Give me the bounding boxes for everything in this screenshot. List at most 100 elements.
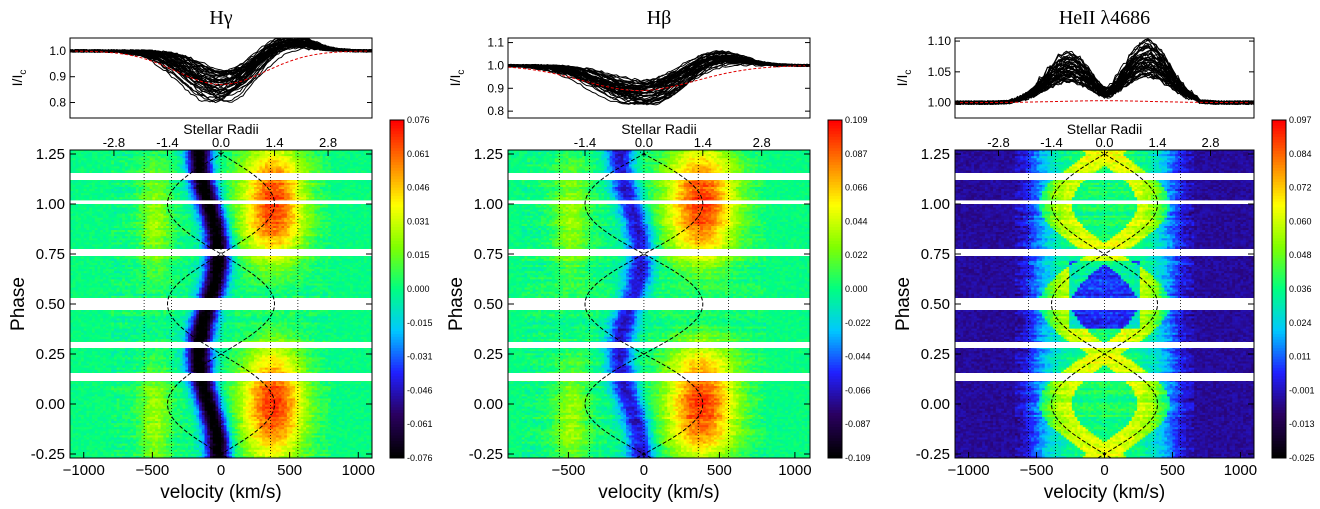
ytick-label: 1.00 xyxy=(36,196,65,213)
xtick-label: 0 xyxy=(217,462,225,479)
colorbar-tick-label: 0.109 xyxy=(845,115,868,125)
ytick-label: 0.75 xyxy=(36,246,65,263)
profile-lines xyxy=(508,51,810,105)
colorbar-tick-label: -0.025 xyxy=(1289,453,1315,463)
colorbar-tick-label: -0.046 xyxy=(407,385,433,395)
top-tick-label: -1.4 xyxy=(156,135,178,150)
panel-title: HeII λ4686 xyxy=(1059,7,1150,29)
colorbar-tick-label: -0.076 xyxy=(407,453,433,463)
top-tick-label: -2.8 xyxy=(103,135,125,150)
ytick-label: -0.25 xyxy=(916,446,950,463)
ytick-label: 0.25 xyxy=(921,346,950,363)
colorbar-tick-label: 0.011 xyxy=(1289,352,1311,362)
xtick-label: 500 xyxy=(277,462,302,479)
data-gap xyxy=(955,373,1254,381)
colorbar-tick-label: -0.066 xyxy=(845,385,871,395)
top-axis-label: Stellar Radii xyxy=(183,121,258,137)
colorbar-tick-label: -0.109 xyxy=(845,453,871,463)
panel-1: Hγ1.00.90.8I/Ic−1000 −500 0 500 1000velocity… xyxy=(8,7,433,503)
x-axis-label: velocity (km/s) xyxy=(160,482,281,503)
data-gap xyxy=(508,342,810,348)
colorbar-tick-label: 0.031 xyxy=(407,216,430,226)
colorbar-tick-label: 0.044 xyxy=(845,216,868,226)
ytick-label: 1.25 xyxy=(921,146,950,163)
xtick-label: −1000 xyxy=(63,462,105,479)
ytick-label: 1.00 xyxy=(474,196,503,213)
profile-ytick-label: 0.8 xyxy=(49,96,66,110)
ytick-label: 0.50 xyxy=(921,296,950,313)
profile-ylabel: I/Ic xyxy=(9,70,29,87)
xtick-label: 1000 xyxy=(342,462,375,479)
top-tick-label: 1.4 xyxy=(694,135,712,150)
colorbar-tick-label: -0.015 xyxy=(407,318,433,328)
colorbar-tick-label: -0.013 xyxy=(1289,419,1315,429)
data-gap xyxy=(70,200,372,204)
data-gap xyxy=(955,200,1254,204)
profile-ytick-label: 0.9 xyxy=(487,81,504,95)
colorbar-tick-label: 0.060 xyxy=(1289,216,1312,226)
xtick-label: −500 xyxy=(135,462,169,479)
profile-ytick-label: 1.1 xyxy=(487,36,504,50)
profile-lines xyxy=(70,34,372,103)
data-gap xyxy=(508,249,810,256)
top-tick-label: -1.4 xyxy=(574,135,596,150)
ytick-label: 0.50 xyxy=(36,296,65,313)
top-tick-label: -1.4 xyxy=(1040,135,1062,150)
colorbar-tick-label: -0.022 xyxy=(845,318,871,328)
colorbar-tick-label: 0.000 xyxy=(845,284,868,294)
ytick-label: 0.75 xyxy=(921,246,950,263)
ytick-label: 1.25 xyxy=(474,146,503,163)
xtick-label: 1000 xyxy=(1224,462,1257,479)
colorbar-tick-label: 0.087 xyxy=(845,149,868,159)
ytick-label: 0.25 xyxy=(474,346,503,363)
colorbar-tick-label: -0.044 xyxy=(845,352,871,362)
colorbar-tick-label: 0.084 xyxy=(1289,149,1312,159)
colorbar-tick-label: 0.048 xyxy=(1289,250,1312,260)
top-tick-label: 0.0 xyxy=(212,135,230,150)
colorbar-tick-label: -0.087 xyxy=(845,419,871,429)
colorbar-tick-label: 0.024 xyxy=(1289,318,1312,328)
profile-ytick-label: 1.10 xyxy=(928,34,952,48)
profile-ytick-label: 1.0 xyxy=(487,58,504,72)
data-gap xyxy=(508,173,810,180)
data-gap xyxy=(508,200,810,204)
profile-frame xyxy=(955,38,1254,118)
profile-ytick-label: 0.9 xyxy=(49,70,66,84)
ytick-label: -0.25 xyxy=(469,446,503,463)
top-tick-label: 0.0 xyxy=(635,135,653,150)
colorbar xyxy=(828,120,842,459)
ytick-label: 1.25 xyxy=(36,146,65,163)
profile-ytick-label: 0.8 xyxy=(487,104,504,118)
colorbar-tick-label: -0.031 xyxy=(407,352,433,362)
top-tick-label: 2.8 xyxy=(753,135,771,150)
colorbar-tick-label: -0.061 xyxy=(407,419,433,429)
colorbar-tick-label: 0.022 xyxy=(845,250,868,260)
xtick-label: 1000 xyxy=(778,462,811,479)
profile-ytick-label: 1.05 xyxy=(928,65,952,79)
y-axis-label: Phase xyxy=(893,277,914,331)
ytick-label: 0.50 xyxy=(474,296,503,313)
ytick-label: 0.00 xyxy=(474,396,503,413)
profile-ylabel: I/Ic xyxy=(894,70,914,87)
x-axis-label: velocity (km/s) xyxy=(598,482,719,503)
colorbar-tick-label: 0.015 xyxy=(407,250,430,260)
top-tick-label: 2.8 xyxy=(319,135,337,150)
colorbar-tick-label: 0.036 xyxy=(1289,284,1312,294)
x-axis-label: velocity (km/s) xyxy=(1044,482,1165,503)
data-gap xyxy=(508,298,810,310)
xtick-label: 500 xyxy=(707,462,732,479)
top-axis-label: Stellar Radii xyxy=(1067,121,1142,137)
y-axis-label: Phase xyxy=(8,277,29,331)
colorbar-tick-label: 0.076 xyxy=(407,115,430,125)
xtick-label: 500 xyxy=(1160,462,1185,479)
data-gap xyxy=(508,373,810,381)
top-tick-label: 2.8 xyxy=(1201,135,1219,150)
colorbar-tick-label: 0.066 xyxy=(845,183,868,193)
panel-title: Hγ xyxy=(209,7,232,29)
ytick-label: 1.00 xyxy=(921,196,950,213)
xtick-label: −1000 xyxy=(948,462,990,479)
colorbar xyxy=(1272,120,1286,459)
colorbar xyxy=(390,120,404,459)
